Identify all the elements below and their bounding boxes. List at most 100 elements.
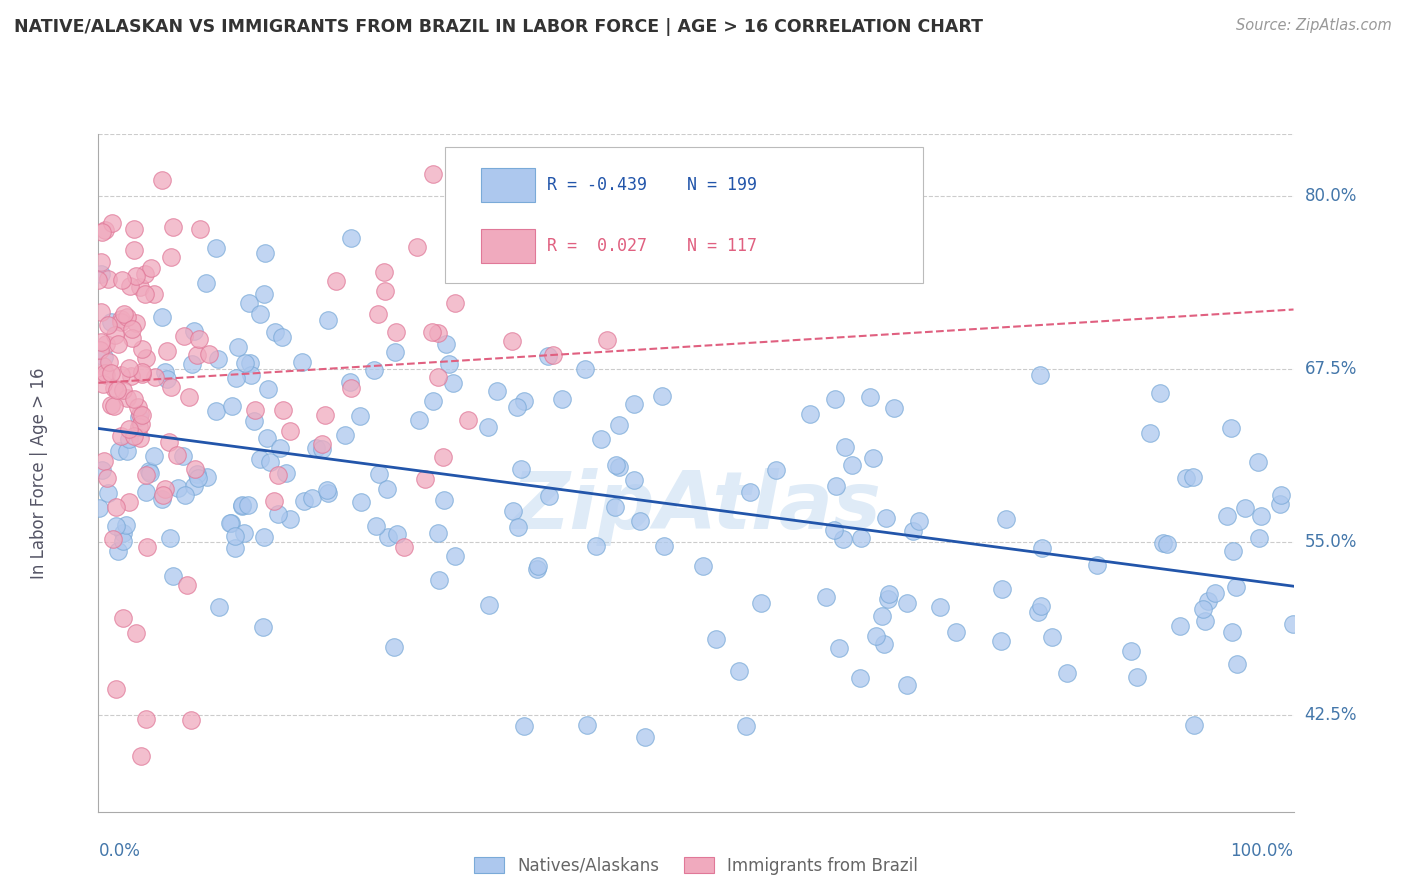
- Point: [239, 355, 262, 369]
- Point: [186, 467, 208, 482]
- Point: [870, 608, 893, 623]
- Point: [108, 444, 131, 458]
- Point: [799, 407, 821, 421]
- Point: [141, 261, 163, 276]
- Point: [1270, 488, 1292, 502]
- Point: [205, 241, 228, 255]
- Point: [90, 255, 112, 269]
- Point: [444, 549, 467, 563]
- Point: [551, 392, 574, 407]
- Point: [107, 337, 129, 351]
- Point: [595, 333, 617, 347]
- Point: [219, 516, 242, 531]
- Text: ZipAtlas: ZipAtlas: [510, 467, 882, 546]
- Point: [112, 383, 135, 397]
- Point: [478, 598, 501, 612]
- Point: [94, 222, 117, 236]
- Point: [159, 531, 181, 545]
- Point: [585, 539, 607, 553]
- Point: [477, 420, 499, 434]
- Point: [117, 310, 139, 324]
- Point: [929, 600, 952, 615]
- Point: [233, 525, 256, 540]
- Point: [367, 307, 389, 321]
- Point: [104, 519, 127, 533]
- Point: [274, 466, 297, 480]
- Point: [652, 539, 675, 553]
- Point: [512, 719, 534, 733]
- Point: [110, 368, 132, 382]
- Point: [208, 600, 231, 615]
- Point: [832, 532, 855, 546]
- Point: [1040, 630, 1063, 644]
- Point: [1234, 501, 1257, 516]
- Point: [427, 526, 450, 541]
- Point: [408, 413, 430, 427]
- Point: [240, 368, 263, 382]
- Point: [87, 273, 110, 287]
- Point: [128, 280, 150, 294]
- Point: [118, 422, 141, 436]
- Point: [1031, 541, 1053, 556]
- Point: [427, 573, 450, 587]
- Point: [187, 333, 209, 347]
- Point: [243, 414, 266, 428]
- Point: [315, 483, 337, 497]
- Point: [907, 514, 929, 528]
- Point: [156, 344, 179, 359]
- Point: [243, 403, 266, 417]
- Point: [994, 512, 1017, 526]
- Point: [1181, 470, 1204, 484]
- Point: [125, 626, 148, 640]
- Point: [374, 284, 396, 298]
- Point: [1026, 605, 1049, 619]
- Point: [1175, 471, 1198, 485]
- Point: [311, 442, 333, 457]
- Point: [1152, 536, 1174, 550]
- Point: [91, 376, 114, 391]
- Text: 55.0%: 55.0%: [1305, 533, 1357, 551]
- Point: [506, 520, 529, 534]
- Point: [825, 478, 848, 492]
- Point: [122, 244, 145, 258]
- Point: [111, 273, 134, 287]
- Point: [426, 326, 449, 340]
- Point: [100, 367, 122, 381]
- Point: [269, 441, 291, 455]
- Point: [111, 525, 134, 540]
- Point: [824, 392, 846, 406]
- Point: [704, 632, 727, 646]
- Point: [896, 596, 918, 610]
- Point: [373, 265, 395, 279]
- Point: [849, 671, 872, 685]
- Point: [135, 467, 157, 482]
- Point: [1204, 586, 1226, 600]
- FancyBboxPatch shape: [481, 168, 534, 202]
- FancyBboxPatch shape: [444, 147, 922, 283]
- Point: [231, 498, 253, 512]
- Point: [134, 287, 156, 301]
- Point: [96, 368, 118, 382]
- Point: [1126, 670, 1149, 684]
- Point: [1184, 718, 1206, 732]
- Point: [198, 347, 221, 361]
- Point: [111, 534, 134, 549]
- Point: [422, 167, 444, 181]
- Point: [314, 408, 336, 422]
- Point: [903, 524, 925, 538]
- Point: [426, 369, 449, 384]
- Point: [153, 365, 176, 379]
- Point: [254, 246, 277, 260]
- Point: [1029, 599, 1052, 614]
- Point: [316, 485, 339, 500]
- Point: [607, 417, 630, 432]
- Point: [128, 420, 150, 434]
- Point: [634, 730, 657, 744]
- Point: [104, 327, 127, 342]
- Point: [1197, 594, 1219, 608]
- Point: [134, 267, 156, 281]
- Point: [457, 413, 479, 427]
- Point: [259, 455, 281, 469]
- Point: [205, 404, 228, 418]
- Point: [264, 325, 287, 339]
